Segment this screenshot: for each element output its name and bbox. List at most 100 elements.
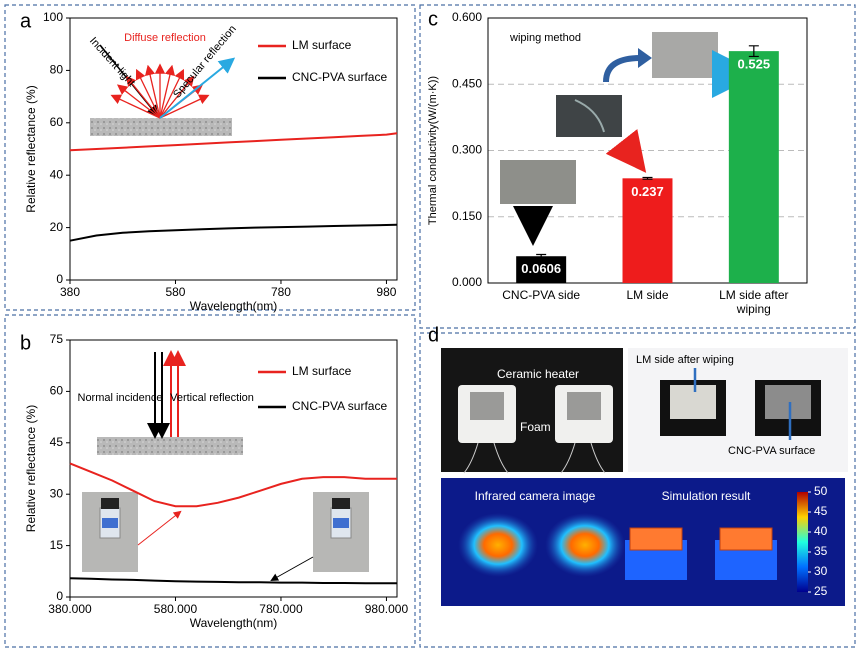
legend-label: CNC-PVA surface: [292, 399, 387, 413]
ir-spot: [458, 513, 538, 577]
photo-label: Ceramic heater: [497, 367, 579, 381]
y-tick-label: 45: [50, 435, 64, 449]
colorbar-label: 40: [814, 524, 828, 538]
bottle-label: [333, 518, 349, 528]
photo-label: Foam: [520, 420, 551, 434]
pointer: [137, 510, 182, 546]
image-label: Infrared camera image: [475, 489, 596, 503]
x-tick-label: 580.000: [154, 602, 198, 616]
diffuse-arrow: [159, 94, 210, 119]
bottle-cap: [101, 498, 119, 509]
ceramic-heater: [470, 392, 504, 420]
ceramic-heater: [567, 392, 601, 420]
legend-label: LM surface: [292, 38, 352, 52]
error-bar: [536, 253, 547, 259]
diffuse-arrow: [110, 94, 161, 119]
specular-arrow: [159, 57, 236, 119]
photo-label: CNC-PVA surface: [728, 445, 815, 457]
x-axis-label: Wavelength(nm): [190, 299, 278, 313]
data-label: 0.525: [738, 57, 771, 72]
x-tick-label: 780.000: [259, 602, 303, 616]
y-tick-label: 75: [50, 332, 64, 346]
panel-frame: [419, 4, 856, 329]
ir-spot: [545, 513, 625, 577]
photo: [652, 32, 718, 78]
colorbar-label: 25: [814, 584, 828, 598]
y-tick-label: 40: [50, 167, 64, 181]
x-tick-label-box: LM side after wiping: [719, 288, 789, 316]
photo: [556, 95, 622, 137]
diffuse-arrow: [135, 68, 161, 119]
error-bar: [642, 176, 653, 180]
y-tick-label: 100: [43, 10, 63, 24]
panel-letter: c: [428, 8, 438, 30]
y-tick-label: 0.150: [452, 209, 482, 223]
y-tick-label: 0: [56, 272, 63, 286]
y-tick-label: 0.300: [452, 143, 482, 157]
sample-top: [670, 385, 716, 419]
panel-frame: [4, 4, 416, 311]
x-axis-label: Wavelength(nm): [190, 616, 278, 630]
legend-label: LM surface: [292, 364, 352, 378]
pointer: [605, 129, 647, 173]
wire: [463, 442, 509, 474]
annotation: Diffuse reflection: [124, 32, 206, 44]
y-tick-label: 60: [50, 384, 64, 398]
y-axis-label: Relative reflectance (%): [24, 405, 38, 532]
colorbar-label: 50: [814, 484, 828, 498]
x-tick-label: 980.000: [365, 602, 409, 616]
sample-top: [765, 385, 811, 419]
x-tick-label: 580: [165, 285, 185, 299]
y-tick-label: 0: [56, 589, 63, 603]
panel-letter: b: [20, 332, 31, 354]
data-label: 0.237: [631, 184, 664, 199]
y-tick-label: 20: [50, 220, 64, 234]
surface: [97, 437, 243, 455]
annotation: wiping method: [509, 32, 581, 44]
photo-label: LM side after wiping: [636, 354, 734, 366]
panel-frame: [4, 314, 416, 648]
annotation: Normal incidence: [78, 392, 163, 404]
diffuse-arrow: [159, 68, 185, 119]
diffuse-arrow: [144, 64, 161, 119]
legend-label: CNC-PVA surface: [292, 70, 387, 84]
photo-highlight: [574, 99, 605, 133]
panel-frame: [419, 332, 856, 648]
panel-letter: a: [20, 10, 32, 32]
pointer: [270, 556, 314, 581]
bottle-cap: [332, 498, 350, 509]
surface: [90, 118, 232, 136]
x-tick-label: LM side: [626, 288, 669, 302]
x-tick-label: CNC-PVA side: [502, 288, 581, 302]
colorbar-label: 45: [814, 504, 828, 518]
wire: [560, 442, 606, 474]
y-tick-label: 80: [50, 63, 64, 77]
bottle-label: [102, 518, 118, 528]
bar: [516, 256, 567, 283]
error-bar: [748, 45, 759, 58]
data-line: [69, 132, 398, 152]
image-label: Simulation result: [662, 489, 751, 503]
diffuse-arrow: [125, 75, 161, 119]
x-tick-label: LM side after wiping: [719, 288, 789, 316]
photo: [500, 160, 576, 204]
arrow-head: [638, 48, 652, 68]
x-tick-label-box: CNC-PVA side: [502, 288, 581, 302]
x-tick-label: 380.000: [48, 602, 92, 616]
annotation: Vertical reflection: [170, 392, 254, 404]
bar: [728, 51, 779, 283]
diffuse-arrow: [116, 84, 161, 119]
y-axis-label: Relative reflectance (%): [24, 85, 38, 212]
y-axis-label: Thermal conductivity(W/(m·K)): [427, 76, 439, 225]
diffuse-arrow: [159, 75, 195, 119]
x-tick-label-box: LM side: [626, 288, 669, 302]
data-label: 0.0606: [521, 261, 561, 276]
data-line: [69, 577, 397, 585]
y-tick-label: 60: [50, 115, 64, 129]
x-tick-label: 780: [271, 285, 291, 299]
colorbar: [797, 492, 808, 592]
plot-frame: [69, 339, 398, 598]
y-tick-label: 0.600: [452, 10, 482, 24]
data-line: [69, 223, 398, 242]
